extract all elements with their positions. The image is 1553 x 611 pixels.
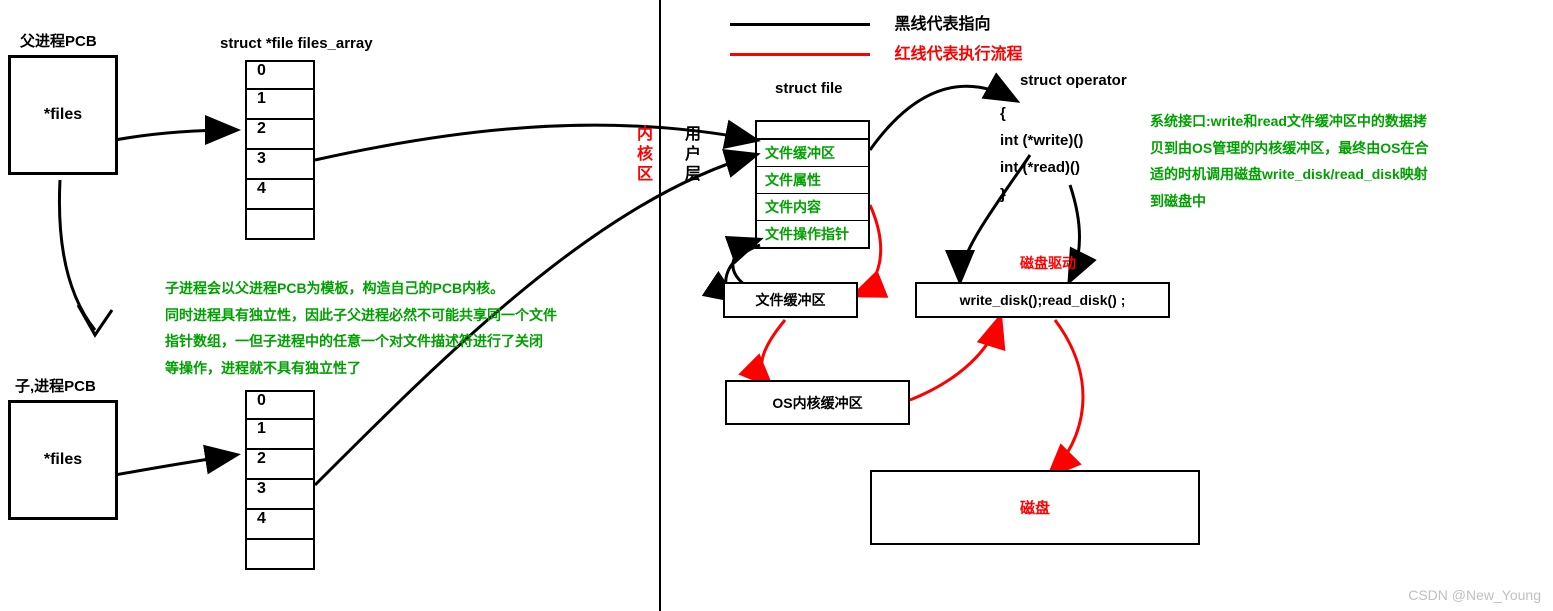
child-pcb-box: *files bbox=[8, 400, 118, 520]
user-layer-label: 用户层 bbox=[678, 125, 702, 185]
parent-pcb-title: 父进程PCB bbox=[20, 30, 97, 51]
array-cell: 3 bbox=[245, 150, 315, 180]
file-buffer-box: 文件缓冲区 bbox=[723, 282, 858, 318]
op-line: int (*write)() bbox=[1000, 127, 1083, 154]
array-cell: 4 bbox=[245, 180, 315, 210]
legend-black-label: 黑线代表指向 bbox=[894, 16, 990, 33]
struct-file-field: 文件操作指针 bbox=[757, 221, 868, 247]
struct-operator-title: struct operator bbox=[1020, 72, 1127, 89]
legend-red-label: 红线代表执行流程 bbox=[894, 46, 1022, 63]
struct-file-field: 文件属性 bbox=[757, 167, 868, 194]
child-pcb-title: 子,进程PCB bbox=[15, 375, 96, 396]
disk-box: 磁盘 bbox=[870, 470, 1200, 545]
struct-file-box: 文件缓冲区 文件属性 文件内容 文件操作指针 bbox=[755, 120, 870, 249]
parent-pcb-box: *files bbox=[8, 55, 118, 175]
struct-file-field: 文件缓冲区 bbox=[757, 140, 868, 167]
op-line: int (*read)() bbox=[1000, 154, 1083, 181]
legend: 黑线代表指向 红线代表执行流程 bbox=[730, 10, 1022, 64]
op-line: { bbox=[1000, 100, 1083, 127]
array-cell: 2 bbox=[245, 120, 315, 150]
disk-label: 磁盘 bbox=[1020, 497, 1050, 518]
legend-black-row: 黑线代表指向 bbox=[730, 10, 1022, 34]
struct-operator-body: { int (*write)() int (*read)() } bbox=[1000, 100, 1083, 208]
array-cell-empty bbox=[245, 210, 315, 240]
array-cell-empty bbox=[245, 540, 315, 570]
array-cell: 1 bbox=[245, 90, 315, 120]
files-array-title: struct *file files_array bbox=[220, 35, 373, 52]
struct-file-title: struct file bbox=[775, 80, 843, 97]
disk-driver-label: 磁盘驱动 bbox=[1020, 253, 1076, 273]
array-cell: 4 bbox=[245, 510, 315, 540]
array-cell: 0 bbox=[245, 60, 315, 90]
files-array-parent: 0 1 2 3 4 bbox=[245, 60, 315, 240]
child-files-ptr: *files bbox=[44, 451, 82, 469]
array-cell: 0 bbox=[245, 390, 315, 420]
note-child-process: 子进程会以父进程PCB为模板，构造自己的PCB内核。 同时进程具有独立性，因此子… bbox=[165, 275, 625, 381]
kernel-zone-label: 内核区 bbox=[630, 125, 654, 185]
watermark: CSDN @New_Young bbox=[1408, 587, 1541, 603]
parent-files-ptr: *files bbox=[44, 106, 82, 124]
array-cell: 2 bbox=[245, 450, 315, 480]
disk-funcs-box: write_disk();read_disk() ; bbox=[915, 282, 1170, 318]
os-kernel-buffer-box: OS内核缓冲区 bbox=[725, 380, 910, 425]
files-array-child: 0 1 2 3 4 bbox=[245, 390, 315, 570]
struct-file-field: 文件内容 bbox=[757, 194, 868, 221]
array-cell: 1 bbox=[245, 420, 315, 450]
array-cell: 3 bbox=[245, 480, 315, 510]
legend-red-row: 红线代表执行流程 bbox=[730, 40, 1022, 64]
op-line: } bbox=[1000, 181, 1083, 208]
note-syscall: 系统接口:write和read文件缓冲区中的数据拷 贝到由OS管理的内核缓冲区，… bbox=[1150, 108, 1540, 214]
